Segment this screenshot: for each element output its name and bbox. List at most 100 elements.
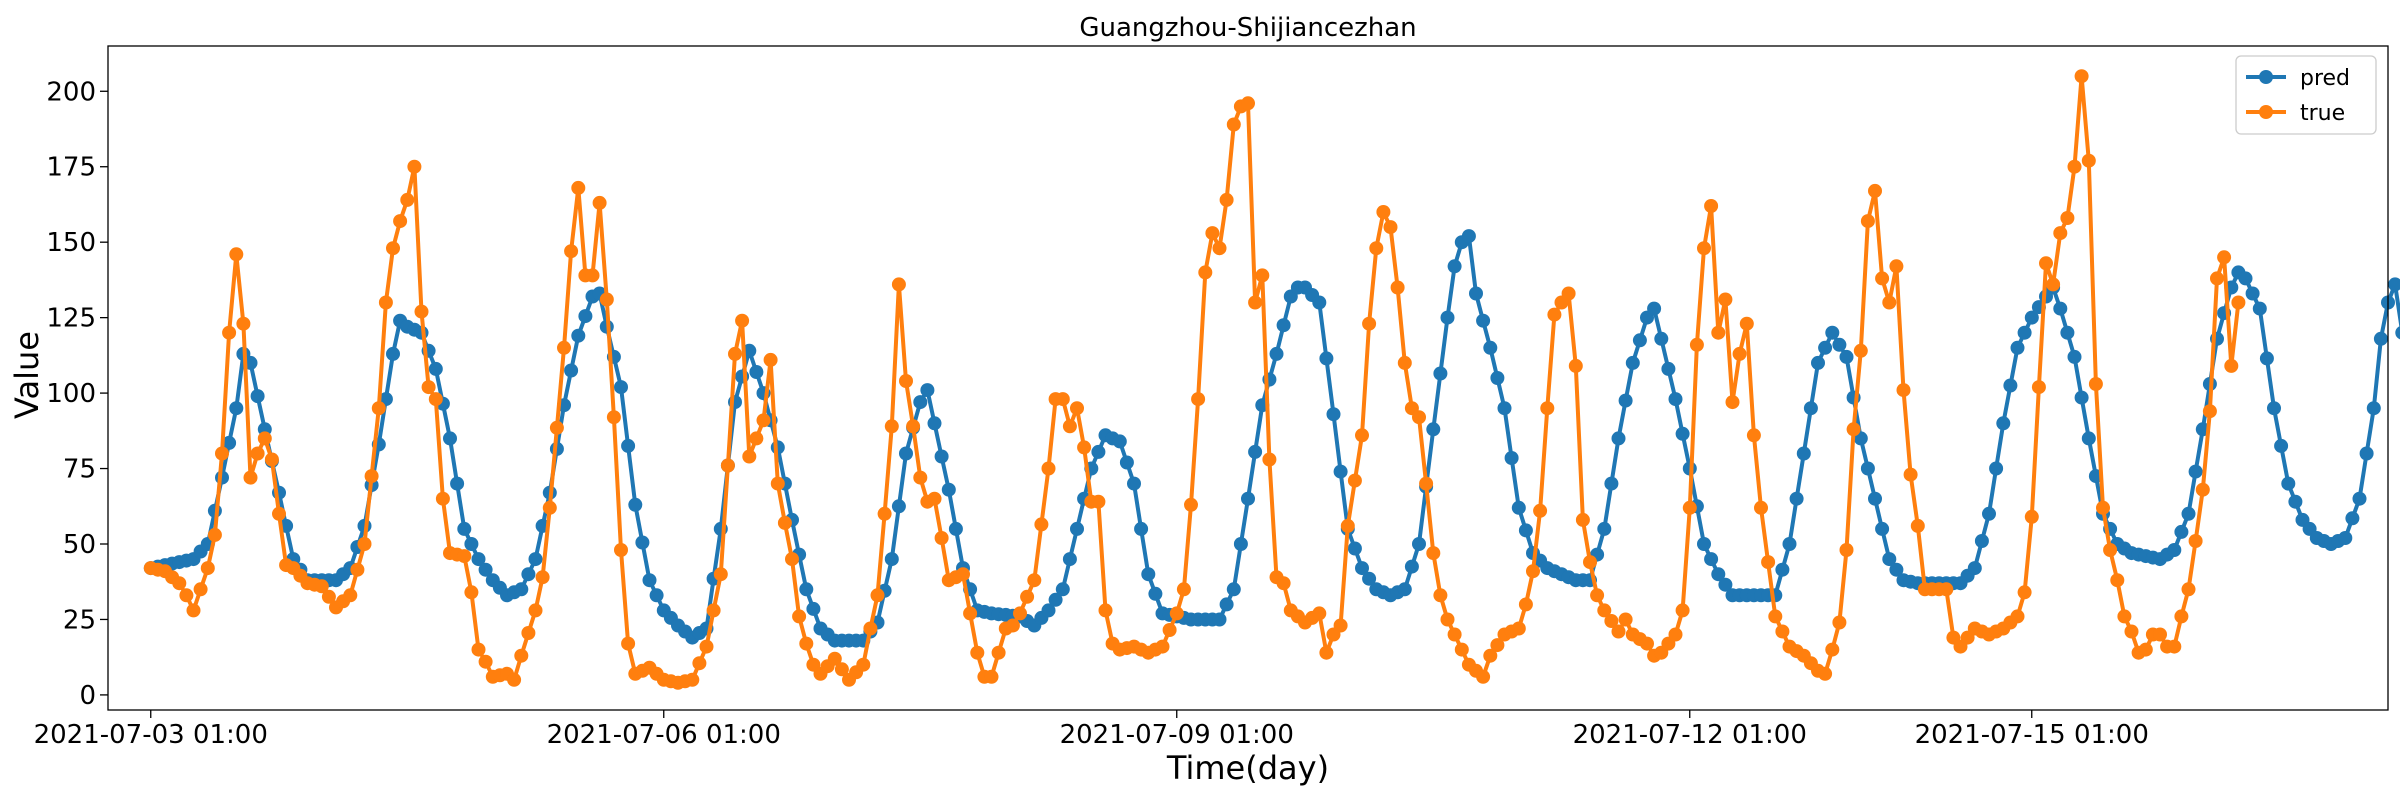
data-point-true <box>1853 343 1868 358</box>
data-point-pred <box>386 346 400 361</box>
data-point-pred <box>1832 337 1847 352</box>
data-point-pred <box>2338 531 2353 545</box>
data-point-pred <box>1469 286 1483 301</box>
data-point-true <box>1583 555 1597 570</box>
data-point-true <box>1732 346 1747 361</box>
data-point-true <box>1476 669 1491 684</box>
data-point-pred <box>1647 301 1662 316</box>
data-point-true <box>1675 603 1690 618</box>
data-point-true <box>1212 241 1227 256</box>
data-point-pred <box>1041 603 1056 618</box>
data-point-pred <box>1112 434 1127 449</box>
data-point-true <box>927 491 942 506</box>
data-point-pred <box>2167 543 2182 557</box>
y-tick-label: 175 <box>46 153 96 183</box>
data-point-true <box>1875 271 1890 286</box>
data-point-true <box>2167 639 2182 654</box>
data-point-true <box>1832 615 1847 630</box>
data-point-true <box>1882 295 1897 310</box>
data-point-pred <box>927 416 942 431</box>
data-point-true <box>507 672 522 687</box>
y-axis-label: Value <box>8 331 46 419</box>
data-point-true <box>378 295 393 310</box>
data-point-true <box>984 669 999 684</box>
data-point-true <box>692 656 707 671</box>
data-point-true <box>763 352 778 367</box>
data-point-true <box>1070 401 1084 416</box>
data-point-true <box>321 589 336 604</box>
data-point-true <box>884 419 899 434</box>
data-point-true <box>870 588 885 603</box>
data-point-true <box>2031 380 2046 395</box>
data-point-true <box>407 159 422 174</box>
data-point-pred <box>1447 259 1462 274</box>
data-point-true <box>1768 609 1783 624</box>
data-point-true <box>549 420 564 435</box>
data-point-true <box>1262 452 1277 467</box>
data-point-pred <box>1269 346 1284 361</box>
data-point-true <box>2046 277 2061 292</box>
data-point-true <box>186 603 201 618</box>
data-point-pred <box>1276 318 1291 333</box>
data-point-true <box>1575 512 1590 527</box>
data-point-true <box>1718 292 1733 307</box>
data-point-true <box>1533 503 1548 518</box>
data-point-pred <box>428 361 443 376</box>
data-point-pred <box>628 497 643 512</box>
data-point-true <box>215 446 229 461</box>
data-point-true <box>386 241 400 256</box>
data-point-true <box>1034 517 1049 532</box>
data-point-pred <box>1048 592 1063 607</box>
data-point-true <box>2081 153 2096 168</box>
data-point-true <box>1860 214 1875 229</box>
data-point-true <box>863 621 878 636</box>
chart-title: Guangzhou-Shijiancezhan <box>1079 13 1416 43</box>
data-point-true <box>1483 648 1498 663</box>
data-point-true <box>1091 494 1106 509</box>
data-point-true <box>229 247 244 262</box>
data-point-pred <box>1233 537 1248 551</box>
data-point-true <box>713 567 728 582</box>
data-point-true <box>200 561 215 576</box>
data-point-pred <box>1697 537 1711 551</box>
data-point-pred <box>1618 393 1633 408</box>
data-point-pred <box>1868 491 1882 506</box>
data-point-true <box>1889 259 1904 274</box>
data-point-pred <box>920 383 935 398</box>
data-point-true <box>236 316 251 331</box>
data-point-true <box>2153 627 2167 642</box>
data-point-pred <box>1148 586 1163 601</box>
data-point-true <box>1682 500 1697 515</box>
data-point-true <box>2117 609 2132 624</box>
data-point-true <box>1618 612 1633 627</box>
data-point-true <box>1597 603 1612 618</box>
data-point-pred <box>1091 444 1106 459</box>
data-point-pred <box>2252 301 2267 316</box>
data-point-true <box>720 458 735 473</box>
plot-area <box>143 69 2400 690</box>
data-point-pred <box>2274 438 2289 453</box>
data-point-true <box>2067 159 2082 174</box>
data-point-true <box>1433 588 1448 603</box>
data-point-pred <box>1860 461 1875 476</box>
data-point-true <box>770 476 785 491</box>
data-point-true <box>179 588 194 603</box>
data-point-pred <box>1782 537 1797 551</box>
data-point-pred <box>1127 476 1141 491</box>
data-point-true <box>1162 623 1177 637</box>
data-point-pred <box>2352 491 2367 506</box>
data-point-true <box>785 552 799 567</box>
data-point-true <box>1255 268 1270 283</box>
data-point-true <box>1390 280 1405 295</box>
data-point-true <box>2188 534 2203 548</box>
data-point-true <box>1939 582 1954 597</box>
data-point-true <box>1511 621 1526 636</box>
data-point-pred <box>2067 349 2082 364</box>
data-point-true <box>2096 500 2110 515</box>
data-point-pred <box>2188 464 2203 479</box>
data-point-true <box>2088 377 2103 391</box>
data-point-true <box>1775 624 1790 639</box>
data-point-pred <box>642 573 657 588</box>
data-point-pred <box>1675 426 1690 441</box>
data-point-pred <box>1654 331 1669 346</box>
